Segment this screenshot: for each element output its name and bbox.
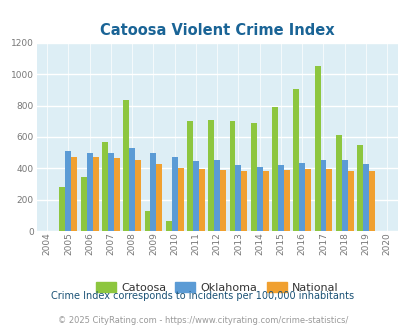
Bar [65, 151, 71, 231]
Bar [102, 142, 108, 231]
Bar [241, 172, 247, 231]
Bar [262, 172, 268, 231]
Bar [292, 89, 298, 231]
Bar [150, 152, 156, 231]
Bar [314, 66, 320, 231]
Bar [305, 169, 310, 231]
Bar [135, 160, 141, 231]
Legend: Catoosa, Oklahoma, National: Catoosa, Oklahoma, National [91, 278, 342, 298]
Bar [320, 160, 326, 231]
Bar [335, 135, 341, 231]
Bar [187, 121, 192, 231]
Bar [235, 165, 241, 231]
Bar [229, 121, 235, 231]
Bar [144, 211, 150, 231]
Bar [362, 164, 368, 231]
Bar [165, 221, 171, 231]
Bar [71, 157, 77, 231]
Bar [198, 169, 205, 231]
Text: Crime Index corresponds to incidents per 100,000 inhabitants: Crime Index corresponds to incidents per… [51, 291, 354, 301]
Bar [81, 177, 87, 231]
Bar [123, 100, 129, 231]
Bar [156, 164, 162, 231]
Bar [277, 165, 283, 231]
Bar [220, 170, 226, 231]
Bar [368, 172, 374, 231]
Bar [108, 152, 114, 231]
Bar [326, 169, 332, 231]
Bar [60, 187, 65, 231]
Bar [271, 107, 277, 231]
Bar [250, 123, 256, 231]
Bar [341, 160, 347, 231]
Bar [177, 168, 183, 231]
Title: Catoosa Violent Crime Index: Catoosa Violent Crime Index [100, 22, 334, 38]
Bar [192, 161, 198, 231]
Bar [256, 167, 262, 231]
Bar [283, 170, 289, 231]
Text: © 2025 CityRating.com - https://www.cityrating.com/crime-statistics/: © 2025 CityRating.com - https://www.city… [58, 316, 347, 325]
Bar [214, 160, 220, 231]
Bar [92, 157, 98, 231]
Bar [347, 172, 353, 231]
Bar [356, 145, 362, 231]
Bar [87, 153, 92, 231]
Bar [129, 148, 135, 231]
Bar [171, 156, 177, 231]
Bar [114, 158, 119, 231]
Bar [208, 120, 214, 231]
Bar [298, 163, 305, 231]
